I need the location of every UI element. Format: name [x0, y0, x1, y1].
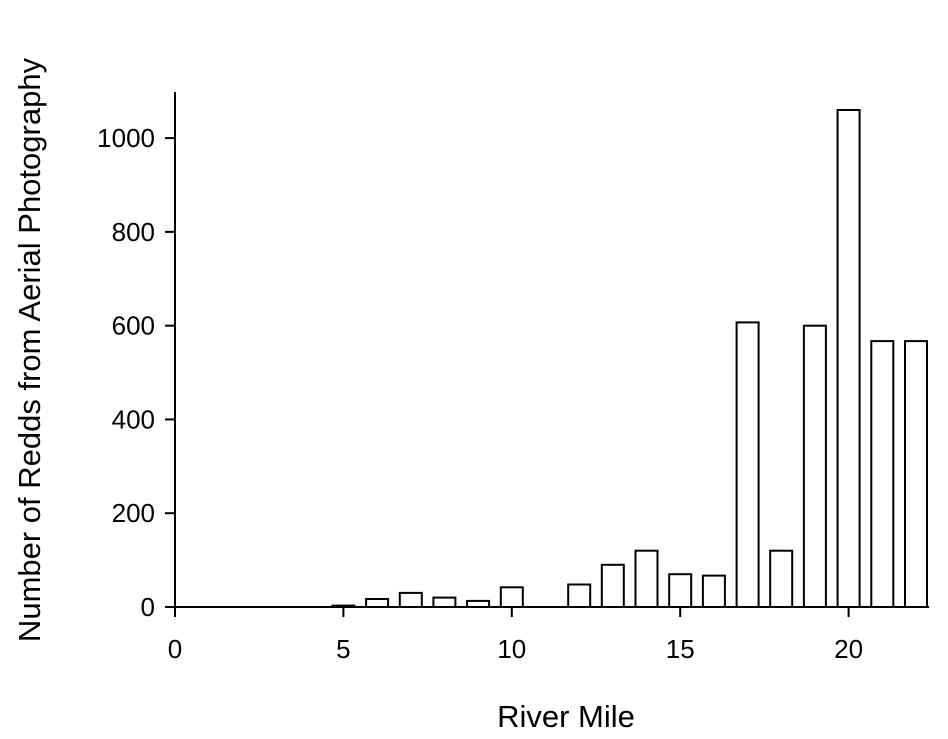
x-tick-label-10: 10 — [497, 634, 526, 664]
bar-mile-14 — [634, 549, 659, 609]
ticks: 0 200 400 600 800 1000 0 5 10 15 20 — [97, 123, 863, 664]
bar-mile-5 — [331, 604, 356, 608]
bar-mile-7 — [398, 591, 423, 609]
y-tick-label-800: 800 — [112, 217, 155, 247]
x-tick-label-20: 20 — [834, 634, 863, 664]
x-tick-label-0: 0 — [168, 634, 182, 664]
bar-mile-10 — [499, 586, 524, 608]
y-axis-title: Number of Redds from Aerial Photography — [12, 57, 47, 642]
bar-mile-8 — [432, 596, 457, 608]
y-tick-label-0: 0 — [141, 592, 155, 622]
bar-mile-18 — [769, 549, 794, 609]
bar-mile-13 — [600, 563, 625, 608]
bar-mile-6 — [365, 598, 390, 608]
bars — [331, 109, 928, 609]
y-tick-label-600: 600 — [112, 311, 155, 341]
bar-mile-20 — [836, 109, 861, 608]
bar-mile-22 — [904, 340, 928, 608]
y-tick-label-200: 200 — [112, 498, 155, 528]
bar-mile-21 — [870, 340, 895, 608]
x-tick-label-5: 5 — [336, 634, 350, 664]
y-tick-label-400: 400 — [112, 404, 155, 434]
bar-mile-15 — [668, 573, 693, 609]
bar-mile-12 — [567, 583, 592, 608]
bar-mile-17 — [735, 321, 760, 608]
bar-mile-16 — [701, 574, 726, 608]
bar-mile-19 — [802, 324, 827, 608]
x-tick-label-15: 15 — [666, 634, 695, 664]
bar-mile-9 — [466, 599, 491, 609]
x-axis-title: River Mile — [497, 699, 635, 734]
y-tick-label-1000: 1000 — [97, 123, 155, 153]
